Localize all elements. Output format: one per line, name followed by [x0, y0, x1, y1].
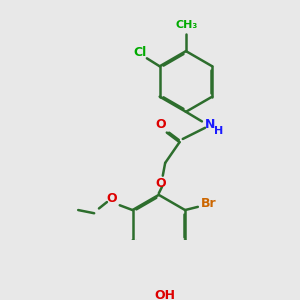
Text: Cl: Cl — [134, 46, 147, 59]
Text: N: N — [205, 118, 215, 131]
Text: O: O — [106, 192, 117, 206]
Text: H: H — [214, 126, 223, 136]
Text: OH: OH — [155, 289, 176, 300]
Text: CH₃: CH₃ — [176, 20, 198, 30]
Text: Br: Br — [201, 197, 217, 210]
Text: O: O — [155, 118, 166, 131]
Text: O: O — [155, 177, 166, 190]
